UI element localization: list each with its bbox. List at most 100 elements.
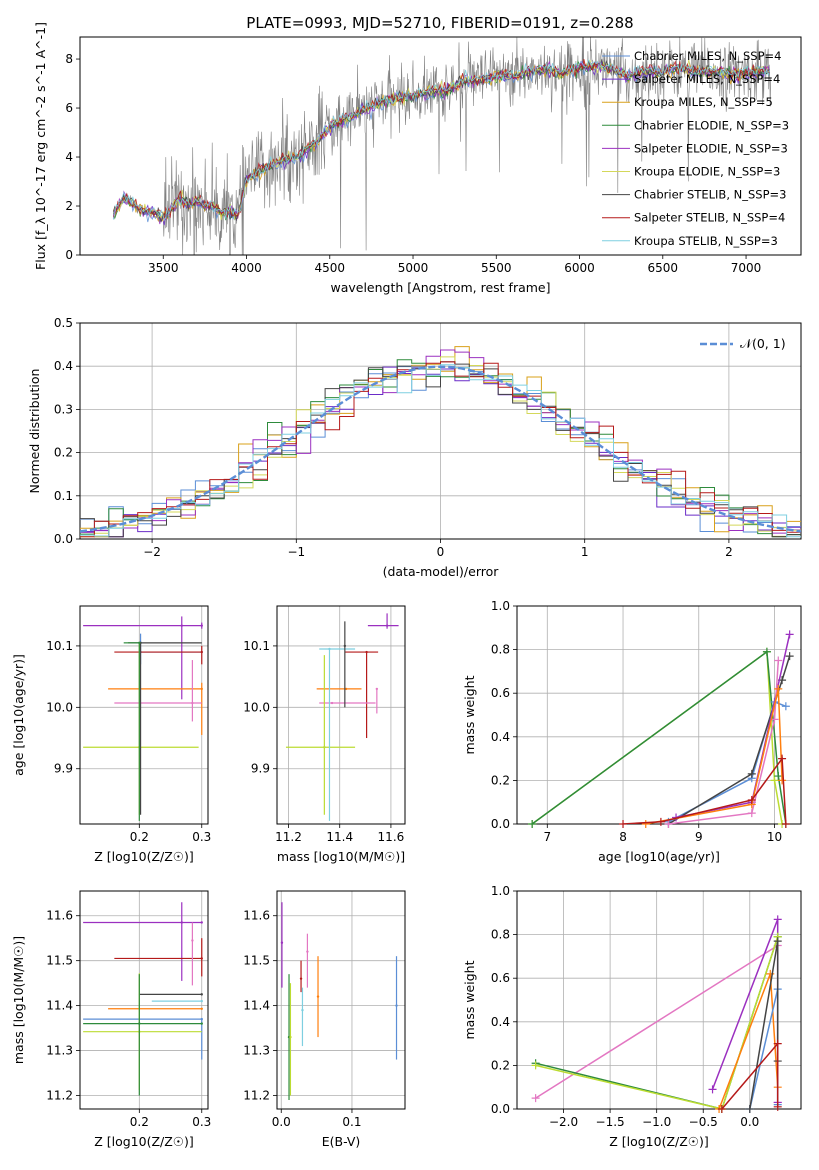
y-tick-label: 6 [65, 101, 73, 115]
errorbar-point [114, 645, 203, 665]
y-tick-label: 9.9 [54, 762, 73, 776]
y-tick-label: 0.0 [491, 817, 510, 831]
y-tick-label: 0.3 [54, 402, 73, 416]
errorbar-point [344, 650, 379, 739]
errorbar-point [139, 633, 204, 665]
plus-marker [773, 937, 782, 946]
plot-frame [276, 605, 406, 825]
plus-marker [708, 1085, 717, 1094]
y-tick-label: 0.5 [54, 316, 73, 330]
point-marker [375, 687, 379, 691]
legend-label: Chabrier ELODIE, N_SSP=3 [634, 118, 789, 132]
errorbar-point [367, 613, 399, 629]
x-tick-label: 0.3 [192, 1115, 211, 1129]
point-marker [191, 939, 194, 942]
point-marker [200, 957, 203, 960]
point-marker [316, 995, 320, 998]
legend-label: Salpeter MILES, N_SSP=4 [634, 72, 780, 86]
residuals-legend: 𝒩(0, 1) [700, 336, 786, 351]
x-tick-label: 6500 [648, 261, 679, 275]
plus-marker [778, 776, 787, 785]
legend-label: Salpeter ELODIE, N_SSP=3 [634, 141, 788, 155]
plus-marker [774, 656, 783, 665]
errorbar-point [151, 999, 203, 1003]
point-marker [301, 1008, 304, 1012]
x-axis-label: Z [log10(Z/Z☉)] [94, 849, 194, 864]
y-axis-label: Flux [f_λ 10^-17 erg cm^-2 s^-1 A^-1] [33, 22, 48, 270]
y-tick-label: 11.4 [46, 999, 73, 1013]
errorbar-point [139, 993, 203, 996]
residual-histogram [80, 364, 801, 538]
plus-marker [528, 820, 537, 828]
plus-marker [745, 1105, 754, 1113]
x-tick-label: 4000 [231, 261, 262, 275]
x-axis-label: Z [log10(Z/Z☉)] [609, 1134, 709, 1149]
point-marker [200, 993, 203, 996]
x-tick-label: 5500 [481, 261, 512, 275]
plus-marker [774, 684, 783, 693]
mass-weight-line [622, 756, 787, 824]
x-tick-label: 11.6 [378, 830, 405, 844]
y-tick-label: 1.0 [491, 599, 510, 613]
errorbar-point [138, 974, 141, 1096]
point-marker [200, 650, 203, 654]
point-marker [200, 999, 203, 1003]
point-marker [191, 701, 194, 705]
massweight_vs_Z-panel: −2.0 −1.5 −1.0 −0.5 0.0 0.0 0.2 0.4 0.6 0.8 1.0 Z [… [462, 884, 802, 1149]
mass-weight-line [668, 700, 787, 823]
x-tick-label: 11.2 [275, 830, 302, 844]
y-tick-label: 2 [65, 199, 73, 213]
point-marker [344, 687, 348, 691]
mass-weight-line [668, 660, 780, 824]
x-tick-label: −1.5 [596, 1115, 625, 1129]
plus-marker [747, 809, 756, 818]
plus-marker [781, 702, 790, 711]
errorbar-point [316, 687, 362, 691]
massweight_vs_age-panel: 7 8 9 10 0.0 0.2 0.4 0.6 0.8 1.0 age [log10(age/yr… [462, 599, 802, 864]
y-tick-label: 0.0 [54, 532, 73, 546]
x-tick-label: 9 [695, 830, 703, 844]
errorbar-point [191, 922, 194, 986]
x-axis-label: age [log10(age/yr)] [598, 849, 720, 864]
plus-marker [664, 820, 673, 828]
x-axis-label: (data-model)/error [383, 564, 500, 579]
plus-marker [531, 1094, 540, 1103]
y-tick-label: 0.4 [491, 730, 510, 744]
point-marker [343, 644, 347, 648]
plus-marker [781, 820, 790, 828]
y-tick-label: 11.4 [243, 999, 270, 1013]
point-marker [200, 1007, 203, 1010]
plot-frame [276, 890, 406, 1110]
x-tick-label: 0.3 [192, 830, 211, 844]
errorbar-point [301, 987, 304, 1047]
plot-frame [79, 36, 802, 256]
x-tick-label: 11.4 [326, 830, 353, 844]
y-tick-label: 11.6 [243, 909, 270, 923]
x-tick-label: 0 [437, 545, 445, 559]
y-axis-label: mass [log10(M/M☉)] [11, 936, 26, 1064]
plus-marker [619, 820, 628, 828]
y-tick-label: 10.1 [243, 639, 270, 653]
point-marker [306, 950, 309, 953]
errorbar-point [83, 973, 202, 1091]
mass-weight-line [711, 919, 779, 1103]
plus-marker [656, 817, 665, 826]
x-axis-label: Z [log10(Z/Z☉)] [94, 1134, 194, 1149]
x-tick-label: 7 [543, 830, 551, 844]
y-tick-label: 11.3 [243, 1044, 270, 1058]
y-tick-label: 11.3 [46, 1044, 73, 1058]
plus-marker [778, 754, 787, 763]
point-marker [365, 650, 368, 654]
x-tick-label: −1.0 [642, 1115, 671, 1129]
errorbar-point [395, 956, 398, 1060]
plus-marker [785, 652, 794, 661]
point-marker [200, 921, 203, 924]
errorbar-point [299, 960, 303, 993]
plus-marker [774, 772, 783, 781]
point-marker [330, 701, 334, 705]
errorbar-point [319, 701, 376, 705]
plot-frame [516, 890, 802, 1110]
y-tick-label: 0.1 [54, 489, 73, 503]
y-tick-label: 11.5 [46, 954, 73, 968]
y-tick-label: 11.2 [243, 1089, 270, 1103]
